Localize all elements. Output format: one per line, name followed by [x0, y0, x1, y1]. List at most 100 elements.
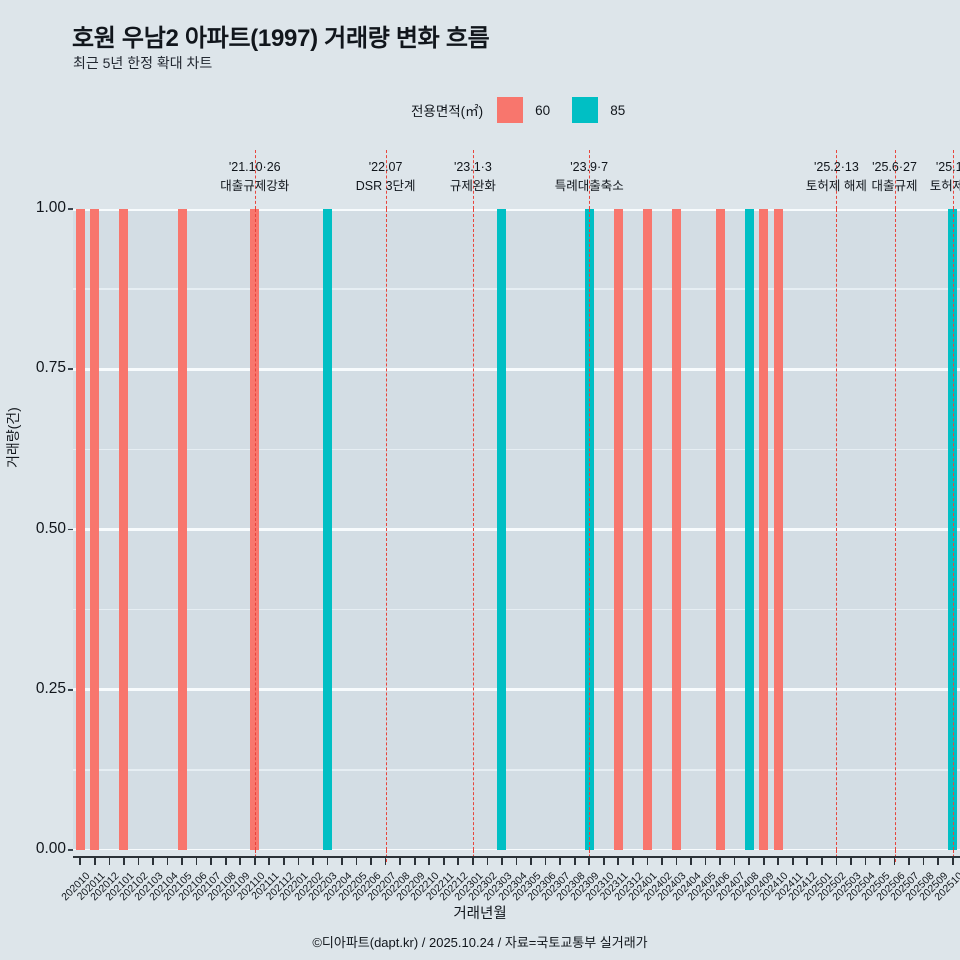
legend-swatch-60 — [497, 97, 524, 123]
y-axis-tick-label: 1.00 — [35, 199, 66, 216]
annotation-date: '25.10 — [935, 160, 960, 174]
x-axis-tick-mark — [661, 856, 663, 865]
annotation-line — [472, 209, 474, 850]
x-axis-tick-mark — [850, 856, 852, 865]
x-axis-tick-mark — [108, 856, 111, 865]
x-axis-tick-mark — [588, 856, 591, 865]
x-axis-tick-mark — [908, 856, 910, 865]
annotation-line-top — [894, 150, 896, 209]
annotation-date: '25.6·27 — [872, 160, 917, 174]
bar[interactable] — [744, 209, 754, 850]
x-axis-tick-mark — [282, 856, 285, 865]
x-axis-title: 거래년월 — [453, 906, 507, 922]
annotation-line-top — [254, 150, 256, 209]
annotation-line — [836, 209, 838, 850]
bar[interactable] — [177, 209, 187, 850]
x-axis-tick-mark — [268, 856, 271, 865]
legend-title: 전용면적(㎡) — [411, 104, 484, 119]
y-axis-tick-mark — [68, 208, 73, 210]
y-axis-tick-mark — [68, 688, 73, 691]
bar[interactable] — [773, 209, 783, 850]
annotation-line-top — [836, 150, 838, 209]
x-axis-tick-mark — [690, 856, 692, 865]
x-axis-tick-mark — [835, 856, 838, 865]
x-axis-tick-mark — [486, 856, 489, 865]
x-axis-tick-mark — [951, 856, 954, 865]
bar[interactable] — [671, 209, 681, 850]
x-axis-tick-mark — [544, 856, 547, 865]
gridline-major — [73, 688, 960, 692]
y-axis-tick-mark — [68, 528, 73, 531]
y-axis-title: 거래량(건) — [5, 407, 21, 468]
y-axis-tick-label: 0.25 — [35, 679, 66, 697]
x-axis-tick-mark — [355, 856, 358, 865]
x-axis-tick-mark — [457, 856, 460, 865]
legend-label-60: 60 — [535, 102, 551, 118]
x-axis-tick-mark — [559, 856, 561, 865]
bar[interactable] — [642, 209, 652, 850]
legend-label-85: 85 — [610, 102, 626, 118]
y-axis-tick-label: 0.50 — [35, 519, 66, 537]
bar[interactable] — [90, 209, 100, 850]
bar[interactable] — [759, 209, 769, 850]
x-axis-tick-mark — [704, 856, 707, 865]
bar[interactable] — [119, 209, 129, 850]
gridline-minor — [73, 608, 960, 611]
gridline-major — [73, 528, 960, 531]
x-axis-tick-mark — [864, 856, 867, 865]
annotation-line — [254, 209, 256, 850]
x-axis-tick-mark — [253, 856, 256, 865]
x-axis-tick-mark — [762, 856, 765, 865]
y-axis-tick-mark — [68, 368, 73, 371]
x-axis-tick-mark — [297, 856, 300, 865]
annotation-line-top — [385, 150, 387, 209]
x-axis-tick-mark — [399, 856, 401, 865]
x-axis-tick-mark — [79, 856, 82, 865]
x-axis-tick-mark — [152, 856, 154, 865]
bar[interactable] — [613, 209, 623, 850]
bar[interactable] — [715, 209, 725, 850]
chart-subtitle: 최근 5년 한정 확대 차트 — [73, 55, 213, 71]
x-axis-tick-mark — [413, 856, 416, 865]
x-axis-tick-mark — [821, 856, 823, 865]
gridline-minor — [73, 288, 960, 290]
x-axis-tick-mark — [777, 856, 780, 865]
x-axis-tick-mark — [195, 856, 198, 865]
x-axis-tick-mark — [646, 856, 649, 865]
x-axis-tick-mark — [137, 856, 140, 865]
x-axis-tick-mark — [341, 856, 343, 865]
annotation-label: '25.10 토허제재 — [863, 158, 960, 197]
x-axis-tick-mark — [428, 856, 431, 865]
x-axis-tick-mark — [879, 856, 881, 865]
bar[interactable] — [322, 209, 332, 850]
x-axis-tick-mark — [617, 856, 620, 865]
x-axis-tick-mark — [791, 856, 794, 865]
y-axis-tick-label: 0.00 — [35, 840, 66, 857]
x-axis-tick-mark — [719, 856, 721, 865]
gridline-major — [73, 209, 960, 211]
y-axis-tick-label: 0.75 — [35, 359, 66, 377]
bar[interactable] — [75, 209, 85, 850]
x-axis-tick-mark — [806, 856, 809, 865]
x-axis-tick-mark — [224, 856, 227, 865]
bar[interactable] — [497, 209, 507, 850]
x-axis-tick-mark — [937, 856, 940, 865]
x-axis-tick-mark — [573, 856, 576, 865]
x-axis-tick-mark — [675, 856, 678, 865]
gridline-major — [73, 367, 960, 371]
x-axis-tick-mark — [181, 856, 183, 865]
x-axis-tick-mark — [166, 856, 169, 865]
x-axis-tick-mark — [210, 856, 212, 865]
x-axis-tick-mark — [501, 856, 503, 865]
annotation-line-top — [472, 150, 474, 209]
x-axis-tick-mark — [384, 856, 387, 865]
x-axis-tick-mark — [748, 856, 750, 865]
annotation-text: 대출규제 — [871, 179, 918, 194]
annotation-line — [894, 209, 896, 850]
gridline-minor — [73, 448, 960, 451]
annotation-line — [385, 209, 387, 850]
x-axis-tick-mark — [530, 856, 532, 865]
x-axis-tick-mark — [326, 856, 329, 865]
annotation-line — [952, 209, 954, 850]
annotation-label: '25.6·27 대출규제 — [805, 158, 960, 197]
